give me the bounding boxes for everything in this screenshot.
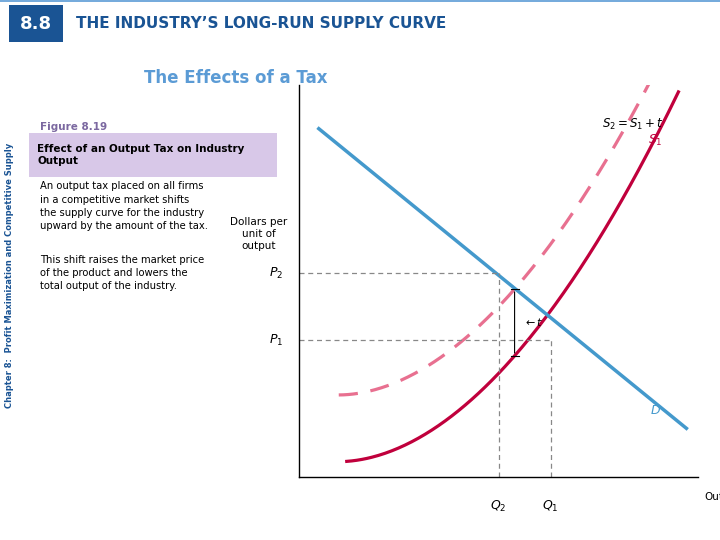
Text: $Q_2$: $Q_2$	[490, 499, 507, 514]
Text: 28 of 36: 28 of 36	[654, 518, 698, 528]
Text: $S_1$: $S_1$	[649, 132, 663, 147]
Text: An output tax placed on all firms
in a competitive market shifts
the supply curv: An output tax placed on all firms in a c…	[40, 181, 207, 231]
Text: $\leftarrow t$: $\leftarrow t$	[523, 316, 543, 328]
Text: This shift raises the market price
of the product and lowers the
total output of: This shift raises the market price of th…	[40, 255, 204, 291]
Text: Copyright © 2009 Pearson Education, Inc.  Publishing as Prentice Hall  ■  Microe: Copyright © 2009 Pearson Education, Inc.…	[22, 518, 526, 528]
Text: Chapter 8:  Profit Maximization and Competitive Supply: Chapter 8: Profit Maximization and Compe…	[5, 143, 14, 408]
Bar	[9, 4, 63, 42]
Bar	[29, 133, 277, 177]
Text: Dollars per
unit of
output: Dollars per unit of output	[230, 218, 287, 251]
Text: Effect of an Output Tax on Industry
Output: Effect of an Output Tax on Industry Outp…	[37, 144, 245, 166]
Text: $Q_1$: $Q_1$	[542, 499, 559, 514]
Text: THE INDUSTRY’S LONG-RUN SUPPLY CURVE: THE INDUSTRY’S LONG-RUN SUPPLY CURVE	[76, 16, 446, 31]
Text: 8.8: 8.8	[20, 15, 52, 33]
Text: Output: Output	[704, 492, 720, 502]
Text: $S_2 = S_1 + t$: $S_2 = S_1 + t$	[603, 117, 665, 132]
Text: $P_2$: $P_2$	[269, 266, 283, 281]
Text: $D$: $D$	[650, 404, 662, 417]
Text: The Effects of a Tax: The Effects of a Tax	[144, 69, 328, 87]
Text: $P_1$: $P_1$	[269, 333, 283, 348]
Text: Figure 8.19: Figure 8.19	[40, 122, 107, 132]
